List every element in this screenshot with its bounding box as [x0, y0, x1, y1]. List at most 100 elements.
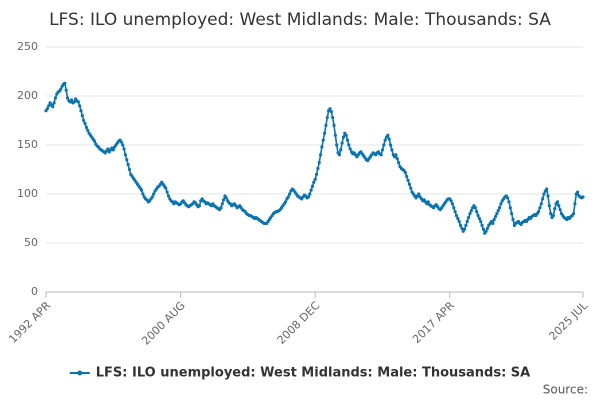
point: [477, 216, 481, 221]
point: [555, 200, 560, 204]
point: [310, 184, 315, 188]
point: [508, 206, 512, 210]
point: [82, 118, 86, 123]
point: [557, 204, 561, 208]
point: [456, 216, 460, 221]
point: [492, 217, 496, 222]
point: [322, 131, 327, 135]
point: [331, 115, 335, 120]
point: [539, 202, 543, 206]
source: Source:: [543, 383, 588, 397]
point: [69, 98, 74, 102]
point: [328, 107, 332, 111]
point: [558, 208, 562, 212]
point: [382, 143, 386, 147]
point: [344, 133, 348, 137]
point: [390, 148, 394, 152]
point: [497, 206, 502, 210]
point: [480, 223, 484, 227]
point: [321, 138, 325, 142]
point: [475, 210, 479, 214]
point: [197, 204, 202, 208]
point: [464, 223, 468, 227]
point: [541, 197, 545, 201]
point: [84, 125, 88, 129]
point: [348, 147, 352, 151]
point: [119, 140, 123, 144]
x-tick-label: 2000 AUG: [139, 299, 188, 348]
point: [45, 107, 49, 111]
point: [467, 215, 471, 220]
point: [341, 135, 346, 139]
point: [317, 161, 321, 165]
point: [164, 186, 168, 190]
point: [406, 178, 410, 182]
point: [499, 202, 503, 206]
point: [125, 158, 129, 162]
point: [536, 210, 541, 214]
point: [546, 194, 550, 198]
point: [510, 212, 514, 216]
point: [476, 213, 480, 218]
x-tick-label: 2017 APR: [410, 299, 457, 346]
point: [80, 114, 84, 118]
point: [123, 153, 128, 157]
point: [150, 195, 154, 199]
point: [403, 170, 407, 175]
y-tick-label: 150: [17, 138, 38, 151]
point: [426, 200, 430, 204]
point: [59, 87, 63, 91]
point: [332, 123, 336, 127]
y-tick-label: 100: [17, 187, 38, 200]
point: [288, 192, 292, 196]
point: [52, 101, 56, 105]
point: [335, 143, 339, 147]
point: [92, 139, 97, 143]
point: [462, 227, 467, 231]
point: [220, 202, 224, 206]
point: [313, 177, 317, 181]
point: [395, 157, 399, 161]
point: [72, 100, 76, 104]
point: [479, 219, 483, 224]
x-tick-label: 1992 APR: [6, 299, 53, 346]
point: [457, 219, 461, 224]
point: [405, 174, 409, 178]
point: [224, 196, 228, 200]
legend-marker: [77, 370, 83, 376]
point: [337, 153, 341, 157]
point: [166, 194, 171, 198]
y-tick-label: 200: [17, 89, 38, 102]
point: [320, 145, 324, 149]
point: [493, 214, 498, 219]
point: [581, 195, 585, 199]
point: [324, 123, 328, 127]
point: [453, 210, 457, 214]
point: [409, 186, 413, 190]
point: [576, 190, 580, 194]
point: [79, 109, 83, 113]
point: [222, 198, 226, 202]
point: [397, 161, 401, 165]
point: [573, 202, 577, 206]
point: [388, 143, 393, 147]
point: [51, 105, 55, 109]
point: [111, 148, 115, 152]
point: [127, 167, 132, 172]
point: [340, 141, 344, 145]
point: [309, 188, 313, 192]
point: [465, 219, 469, 224]
point: [122, 147, 126, 151]
point: [339, 148, 343, 152]
point: [219, 206, 223, 210]
point: [64, 88, 68, 92]
point: [394, 153, 398, 157]
point: [283, 200, 288, 204]
point: [450, 202, 455, 206]
point: [407, 182, 411, 186]
point: [83, 121, 87, 126]
point: [314, 172, 319, 176]
point: [538, 206, 542, 210]
point: [76, 100, 80, 104]
